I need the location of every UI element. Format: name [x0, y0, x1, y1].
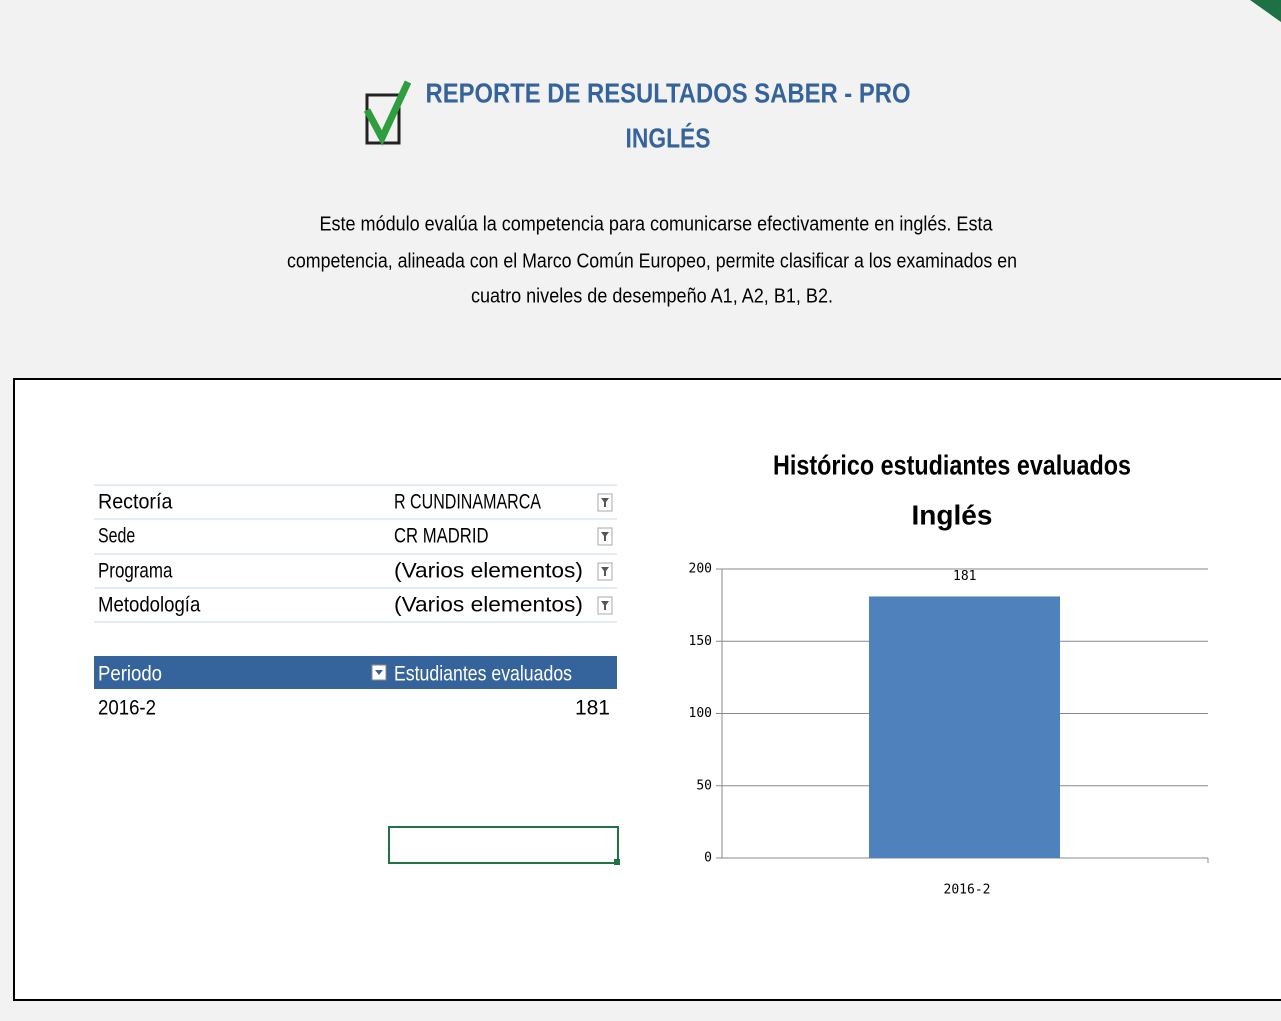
x-tick-label: 2016-2	[944, 883, 991, 898]
selected-cell[interactable]	[388, 826, 619, 864]
table-cell: 181	[575, 697, 610, 720]
filter-label: Programa	[98, 560, 173, 583]
sheet-panel	[13, 378, 1281, 1001]
table-header	[94, 656, 617, 689]
y-tick-label: 150	[689, 634, 712, 649]
report-title: REPORTE DE RESULTADOS SABER - PRO	[426, 77, 911, 108]
filter-value: R CUNDINAMARCA	[394, 491, 541, 514]
check-icon	[363, 80, 412, 146]
y-tick-label: 50	[696, 778, 712, 793]
description-line: Este módulo evalúa la competencia para c…	[320, 213, 994, 235]
filter-value: (Varios elementos)	[394, 560, 583, 583]
chart-subtitle: Inglés	[912, 499, 993, 530]
filter-label: Metodología	[98, 594, 201, 617]
filter-icon	[601, 498, 609, 507]
bar	[869, 596, 1060, 858]
chart-title: Histórico estudiantes evaluados	[773, 449, 1131, 480]
filter-icon	[601, 567, 609, 576]
table-header-label: Estudiantes evaluados	[394, 663, 572, 686]
filter-value: (Varios elementos)	[394, 594, 583, 617]
table-cell: 2016-2	[98, 697, 156, 720]
data-label: 181	[953, 569, 976, 584]
fill-handle	[614, 859, 620, 865]
dropdown-arrow	[375, 670, 383, 675]
filter-icon	[601, 532, 609, 541]
filter-label: Rectoría	[98, 491, 173, 514]
table-header-label: Periodo	[98, 663, 162, 686]
y-tick-label: 0	[704, 851, 712, 866]
description-line: cuatro niveles de desempeño A1, A2, B1, …	[471, 285, 833, 307]
filter-value: CR MADRID	[394, 525, 489, 548]
filter-label: Sede	[98, 525, 135, 548]
y-tick-label: 100	[689, 706, 712, 721]
y-tick-label: 200	[689, 562, 712, 577]
filter-icon	[601, 601, 609, 610]
description-line: competencia, alineada con el Marco Común…	[287, 250, 1017, 272]
report-subtitle: INGLÉS	[626, 122, 711, 153]
corner-mark	[1250, 0, 1281, 22]
